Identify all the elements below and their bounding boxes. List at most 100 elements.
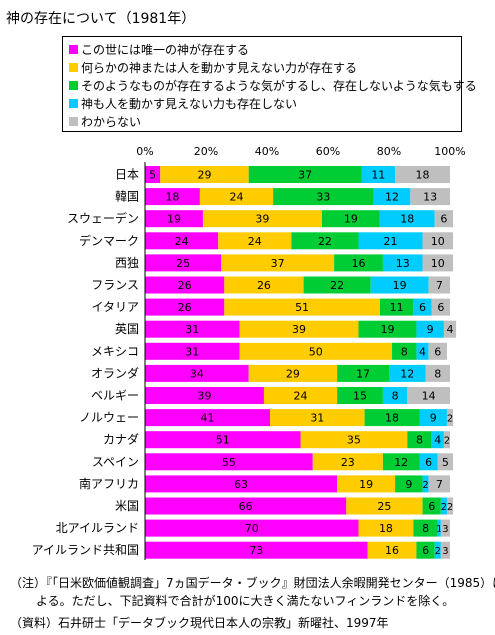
bar-segment xyxy=(145,320,240,338)
data-label: 8 xyxy=(422,522,429,535)
x-tick-label: 20% xyxy=(194,145,218,158)
data-label: 3 xyxy=(442,524,448,535)
category-label: メキシコ xyxy=(91,344,139,358)
category-label: 南アフリカ xyxy=(79,476,139,491)
data-label: 15 xyxy=(353,390,367,403)
data-label: 8 xyxy=(392,390,399,403)
bar-segment xyxy=(419,453,438,471)
bar-segment xyxy=(337,387,383,404)
bar-segment xyxy=(160,166,249,183)
bar-segment xyxy=(395,475,423,493)
data-label: 25 xyxy=(377,500,391,513)
bar-segment xyxy=(428,342,447,360)
bar-segment xyxy=(446,409,454,427)
data-label: 8 xyxy=(401,345,408,358)
bar-segment xyxy=(428,475,450,493)
data-label: 22 xyxy=(330,279,344,292)
bar-segment xyxy=(446,497,454,515)
data-label: 11 xyxy=(371,169,385,182)
data-label: 24 xyxy=(175,235,189,248)
category-label: カナダ xyxy=(103,432,139,447)
category-label: 西独 xyxy=(115,256,139,270)
bar-segment xyxy=(239,342,393,360)
data-label: 13 xyxy=(396,257,410,270)
data-label: 37 xyxy=(298,169,312,182)
data-label: 19 xyxy=(380,323,394,336)
legend-swatch xyxy=(69,44,78,54)
data-label: 29 xyxy=(197,169,211,182)
bar-segment xyxy=(337,364,389,382)
legend-item-maybe: そのようなものが存在するような気がするし、存在しないような気もする xyxy=(69,76,477,94)
data-label: 23 xyxy=(341,456,355,469)
category-label: ノルウェー xyxy=(79,411,139,425)
category-label: フランス xyxy=(91,278,139,292)
data-label: 19 xyxy=(344,213,358,226)
data-label: 63 xyxy=(234,478,248,491)
bar-segment xyxy=(145,387,264,404)
bar-segment xyxy=(145,210,203,228)
bar-segment xyxy=(145,166,161,183)
legend-item-some-god: 何らかの神または人を動かす見えない力が存在する xyxy=(69,58,455,76)
note-line-2: よる。ただし、下記資料で合計が100に大きく満たないフィンランドを除く。 xyxy=(36,594,455,608)
legend-item-none: 神も人を動かす見えない力も存在しない xyxy=(69,94,455,112)
data-label: 6 xyxy=(434,345,441,358)
bar-segment xyxy=(410,188,450,206)
bar-segment xyxy=(382,387,408,404)
bar-segment xyxy=(422,254,454,272)
bar-segment xyxy=(422,475,429,493)
data-label: 6 xyxy=(425,456,432,469)
data-label: 55 xyxy=(222,456,236,469)
data-label: 66 xyxy=(239,500,253,513)
legend-label: 何らかの神または人を動かす見えない力が存在する xyxy=(81,60,358,75)
bar-segment xyxy=(270,409,365,427)
data-label: 12 xyxy=(394,456,408,469)
data-label: 39 xyxy=(255,213,269,226)
bar-segment xyxy=(263,387,338,404)
legend-item-unknown: わからない xyxy=(69,112,455,130)
category-label: 韓国 xyxy=(115,190,139,204)
data-label: 29 xyxy=(286,367,300,380)
data-label: 10 xyxy=(431,235,445,248)
category-label: 英国 xyxy=(115,322,139,336)
bar-segment xyxy=(358,232,423,250)
bar-segment xyxy=(425,364,450,382)
bar-segment xyxy=(273,188,374,206)
bar-segment xyxy=(145,364,249,382)
data-label: 4 xyxy=(447,323,454,336)
bar-segment xyxy=(334,254,383,272)
data-label: 33 xyxy=(316,191,330,204)
data-label: 12 xyxy=(385,191,399,204)
bar-segment xyxy=(443,320,457,338)
bar-segment xyxy=(419,409,447,427)
data-label: 6 xyxy=(419,301,426,314)
legend-swatch xyxy=(69,116,78,126)
category-label: オランダ xyxy=(91,365,139,380)
data-label: 70 xyxy=(245,522,259,535)
legend-swatch xyxy=(69,98,78,108)
data-label: 3 xyxy=(442,546,448,557)
bar-segment xyxy=(300,431,408,449)
data-label: 16 xyxy=(385,544,399,557)
bar-segment xyxy=(364,409,420,427)
bar-segment xyxy=(416,342,429,360)
data-label: 39 xyxy=(292,323,306,336)
category-label: アイルランド共和国 xyxy=(32,543,139,557)
bar-segment xyxy=(413,519,438,537)
bar-segment xyxy=(145,409,271,427)
data-label: 2 xyxy=(435,546,441,557)
legend-label: 神も人を動かす見えない力も存在しない xyxy=(81,96,298,111)
data-label: 24 xyxy=(230,191,244,204)
category-label: スウェーデン xyxy=(67,211,139,226)
bar-segment xyxy=(440,541,450,559)
legend-label: わからない xyxy=(81,114,142,129)
data-label: 18 xyxy=(379,522,393,535)
data-label: 6 xyxy=(428,500,435,513)
bar-segment xyxy=(407,431,432,449)
bar-segment xyxy=(291,232,359,250)
bar-segment xyxy=(422,232,454,250)
data-label: 25 xyxy=(176,257,190,270)
bar-segment xyxy=(440,519,450,537)
data-label: 1 xyxy=(436,524,442,535)
bar-segment xyxy=(346,497,423,515)
